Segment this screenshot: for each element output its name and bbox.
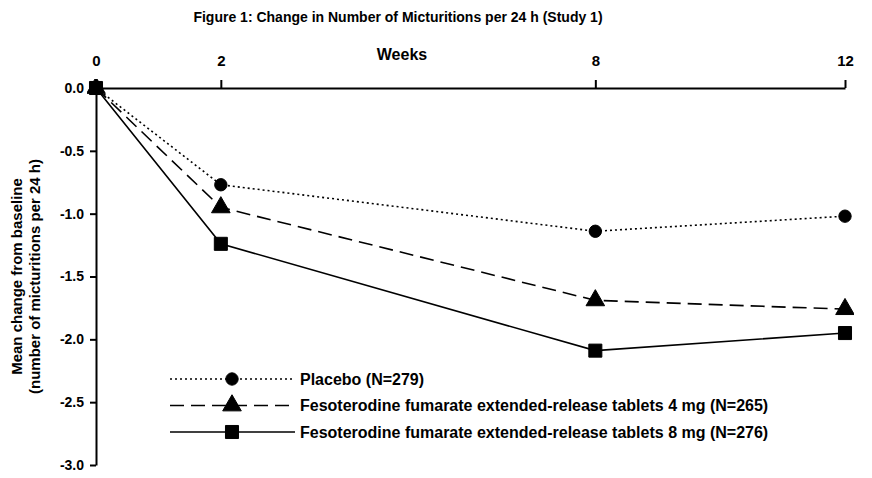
x-axis: 0 2 8 12 [92, 52, 854, 89]
x-tick: 8 [592, 52, 600, 88]
legend: Placebo (N=279) Fesoterodine fumarate ext… [170, 371, 768, 441]
legend-label: Placebo (N=279) [300, 371, 424, 388]
series-line [96, 88, 845, 351]
y-tick: -2.5 [60, 394, 96, 410]
title: Figure 1: Change in Number of Micturitio… [193, 9, 602, 25]
data-point [89, 81, 102, 94]
x-tick-mark [220, 80, 222, 88]
y-tick: -1.0 [60, 206, 96, 222]
y-tick-label: 0.0 [65, 80, 85, 96]
legend-label: Fesoterodine fumarate extended-release t… [300, 397, 768, 414]
legend-label: Fesoterodine fumarate extended-release t… [300, 424, 768, 441]
y-axis: 0.0 -0.5 -1.0 -1.5 -2.0 -2.5 -3.0 [60, 80, 97, 473]
data-point [836, 298, 854, 314]
y-tick-label: -0.5 [60, 143, 84, 159]
x-tick-mark [595, 80, 597, 88]
legend-marker [225, 425, 238, 438]
legend-marker [226, 373, 238, 385]
x-tick-label: 2 [217, 52, 225, 69]
x-axis-title: Weeks [377, 46, 428, 63]
x-tick: 12 [837, 52, 854, 88]
y-tick-mark [90, 465, 96, 467]
plot-area [87, 79, 854, 357]
series-line [96, 88, 845, 309]
data-point [90, 82, 102, 94]
y-tick-label: -2.0 [60, 331, 84, 347]
y-tick-mark [90, 150, 96, 152]
chart: Figure 1: Change in Number of Micturitio… [0, 0, 872, 478]
y-axis-title: Mean change from baseline [8, 178, 25, 375]
x-tick-label: 8 [592, 52, 600, 69]
y-tick: -1.5 [60, 268, 96, 284]
y-tick-label: -1.0 [60, 206, 84, 222]
y-tick: -3.0 [60, 457, 96, 473]
x-axis-line [97, 88, 846, 90]
y-tick-mark [90, 213, 96, 215]
data-point [586, 290, 605, 306]
data-point [212, 197, 231, 213]
data-point [214, 237, 227, 250]
data-point [589, 344, 602, 357]
y-tick-mark [90, 402, 96, 404]
series-line [96, 88, 845, 231]
data-point [838, 327, 851, 340]
data-point [589, 225, 601, 237]
y-tick-label: -3.0 [60, 457, 84, 473]
x-tick-label: 12 [837, 52, 854, 69]
y-tick-mark [90, 276, 96, 278]
y-axis-title: (number of micturitions per 24 h) [26, 159, 43, 394]
data-point [215, 179, 227, 191]
legend-marker [223, 395, 242, 411]
x-tick: 2 [217, 52, 225, 88]
x-tick-label: 0 [92, 52, 100, 69]
data-point [839, 210, 851, 222]
y-tick: -2.0 [60, 331, 96, 347]
y-tick: -0.5 [60, 143, 96, 159]
x-tick-mark [845, 80, 847, 88]
y-tick-mark [90, 339, 96, 341]
y-tick-label: -1.5 [60, 268, 84, 284]
y-tick-label: -2.5 [60, 394, 84, 410]
